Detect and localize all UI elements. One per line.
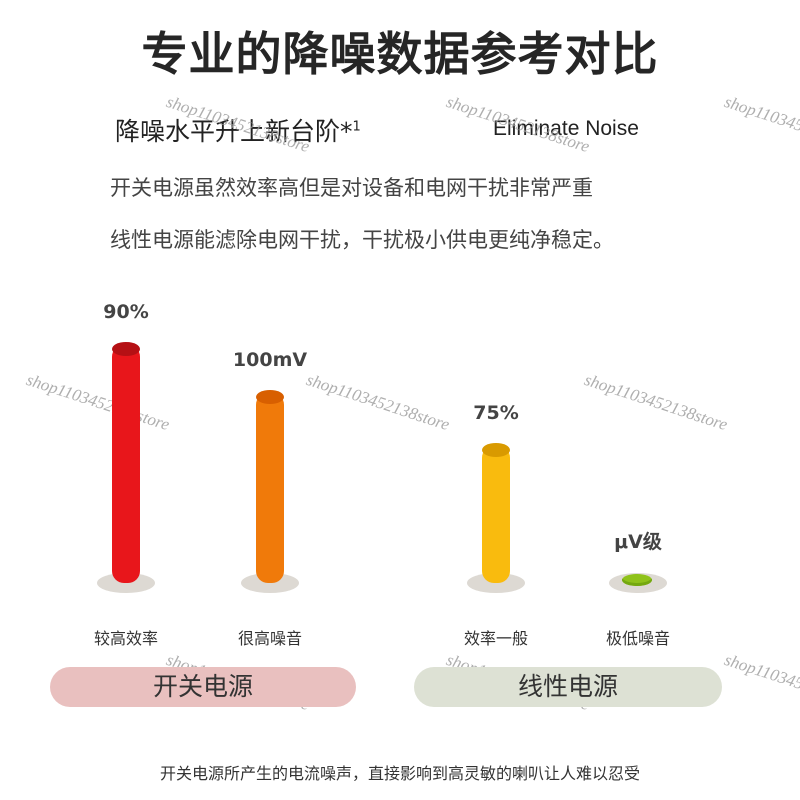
bar-base-shadow (467, 573, 525, 593)
bar-base-shadow (241, 573, 299, 593)
bar-body (112, 343, 140, 583)
bar-category-label: 极低噪音 (605, 629, 670, 648)
bar-value-label: μV级 (614, 531, 662, 553)
footer-note: 开关电源所产生的电流噪声，直接影响到高灵敏的喇叭让人难以忍受 (159, 764, 640, 783)
bar-category-label: 较高效率 (93, 629, 158, 648)
bar-body (482, 444, 510, 583)
bar-value-label: 75% (473, 402, 519, 425)
bar-disc (622, 574, 652, 586)
description-line-2: 线性电源能滤除电网干扰，干扰极小供电更纯净稳定。 (110, 228, 614, 252)
subtitle-text: 降噪水平升上新台阶* (115, 117, 353, 146)
bar-value-label: 100mV (232, 349, 308, 371)
subtitle-english: Eliminate Noise (493, 117, 639, 140)
bar-category-label: 效率一般 (463, 629, 528, 648)
watermark: shop1103452138store (582, 370, 730, 435)
bar-category-label: 很高噪音 (237, 629, 302, 648)
bar-body (256, 391, 284, 583)
watermark: shop1103452138store (24, 370, 172, 435)
bar-cap (482, 443, 510, 458)
bar-value-label: 90% (103, 301, 149, 323)
bar-cap (112, 342, 140, 356)
pill-linear-power: 线性电源 (414, 667, 722, 707)
subtitle: 降噪水平升上新台阶*1 (115, 112, 361, 148)
bar-cap (256, 390, 284, 404)
description-line-1: 开关电源虽然效率高但是对设备和电网干扰非常严重 (110, 176, 593, 200)
page-title: 专业的降噪数据参考对比 (141, 27, 659, 81)
bar-base-shadow (97, 573, 155, 593)
pill-switching-power: 开关电源 (50, 667, 356, 707)
watermark: shop1103452138store (722, 650, 800, 715)
subtitle-footnote-mark: 1 (352, 119, 361, 135)
watermark: shop1103452138store (722, 92, 800, 157)
